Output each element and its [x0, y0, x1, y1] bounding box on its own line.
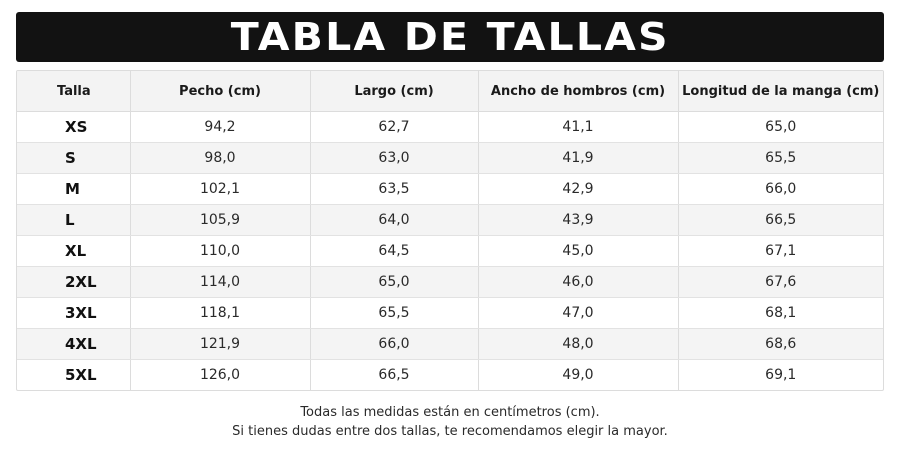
table-row: XL 110,0 64,5 45,0 67,1: [17, 235, 883, 267]
cell-length: 63,0: [310, 142, 479, 174]
cell-shoulder-width: 42,9: [478, 173, 679, 205]
table-row: 5XL 126,0 66,5 49,0 69,1: [17, 359, 883, 390]
footer-notes: Todas las medidas están en centímetros (…: [0, 403, 900, 441]
cell-length: 62,7: [310, 111, 479, 143]
cell-shoulder-width: 46,0: [478, 266, 679, 298]
cell-sleeve-length: 68,6: [678, 328, 883, 360]
cell-size: XL: [17, 235, 131, 267]
footer-note-units: Todas las medidas están en centímetros (…: [300, 405, 600, 420]
cell-shoulder-width: 47,0: [478, 297, 679, 329]
page-title: TABLA DE TALLAS: [230, 15, 670, 59]
header-row: Talla Pecho (cm) Largo (cm) Ancho de hom…: [17, 71, 883, 112]
cell-size: 4XL: [17, 328, 131, 360]
cell-length: 65,5: [310, 297, 479, 329]
cell-chest: 121,9: [130, 328, 311, 360]
cell-sleeve-length: 67,1: [678, 235, 883, 267]
cell-sleeve-length: 68,1: [678, 297, 883, 329]
size-chart-table-wrapper: Talla Pecho (cm) Largo (cm) Ancho de hom…: [16, 70, 884, 391]
header-length: Largo (cm): [310, 71, 479, 112]
table-body: XS 94,2 62,7 41,1 65,0 S 98,0 63,0 41,9 65,5 M 102,…: [17, 111, 883, 390]
cell-sleeve-length: 66,5: [678, 204, 883, 236]
cell-length: 63,5: [310, 173, 479, 205]
cell-length: 66,5: [310, 359, 479, 390]
cell-length: 66,0: [310, 328, 479, 360]
cell-size: 2XL: [17, 266, 131, 298]
cell-chest: 102,1: [130, 173, 311, 205]
cell-shoulder-width: 48,0: [478, 328, 679, 360]
cell-length: 65,0: [310, 266, 479, 298]
cell-size: XS: [17, 111, 131, 143]
cell-shoulder-width: 43,9: [478, 204, 679, 236]
table-row: S 98,0 63,0 41,9 65,5: [17, 142, 883, 174]
cell-chest: 98,0: [130, 142, 311, 174]
cell-size: 5XL: [17, 359, 131, 390]
size-chart-table: Talla Pecho (cm) Largo (cm) Ancho de hom…: [17, 71, 883, 390]
table-header: Talla Pecho (cm) Largo (cm) Ancho de hom…: [17, 71, 883, 112]
cell-sleeve-length: 65,0: [678, 111, 883, 143]
header-sleeve-length: Longitud de la manga (cm): [678, 71, 883, 112]
cell-chest: 114,0: [130, 266, 311, 298]
table-row: XS 94,2 62,7 41,1 65,0: [17, 111, 883, 143]
cell-sleeve-length: 67,6: [678, 266, 883, 298]
title-banner: TABLA DE TALLAS: [16, 12, 884, 62]
table-row: 3XL 118,1 65,5 47,0 68,1: [17, 297, 883, 329]
cell-length: 64,0: [310, 204, 479, 236]
cell-shoulder-width: 45,0: [478, 235, 679, 267]
table-row: M 102,1 63,5 42,9 66,0: [17, 173, 883, 205]
table-row: L 105,9 64,0 43,9 66,5: [17, 204, 883, 236]
cell-shoulder-width: 41,1: [478, 111, 679, 143]
cell-chest: 94,2: [130, 111, 311, 143]
cell-shoulder-width: 49,0: [478, 359, 679, 390]
cell-length: 64,5: [310, 235, 479, 267]
cell-chest: 118,1: [130, 297, 311, 329]
header-size: Talla: [17, 71, 131, 112]
cell-size: S: [17, 142, 131, 174]
cell-chest: 110,0: [130, 235, 311, 267]
cell-sleeve-length: 66,0: [678, 173, 883, 205]
cell-sleeve-length: 69,1: [765, 367, 797, 383]
cell-size: 3XL: [17, 297, 131, 329]
cell-sleeve-length: 65,5: [678, 142, 883, 174]
header-chest: Pecho (cm): [130, 71, 311, 112]
cell-size: L: [17, 204, 131, 236]
footer-note-advice: Si tienes dudas entre dos tallas, te rec…: [232, 424, 668, 439]
cell-shoulder-width: 41,9: [478, 142, 679, 174]
header-shoulder-width: Ancho de hombros (cm): [478, 71, 679, 112]
table-row: 2XL 114,0 65,0 46,0 67,6: [17, 266, 883, 298]
cell-size: M: [17, 173, 131, 205]
table-row: 4XL 121,9 66,0 48,0 68,6: [17, 328, 883, 360]
cell-chest: 126,0: [130, 359, 311, 390]
cell-chest: 105,9: [130, 204, 311, 236]
